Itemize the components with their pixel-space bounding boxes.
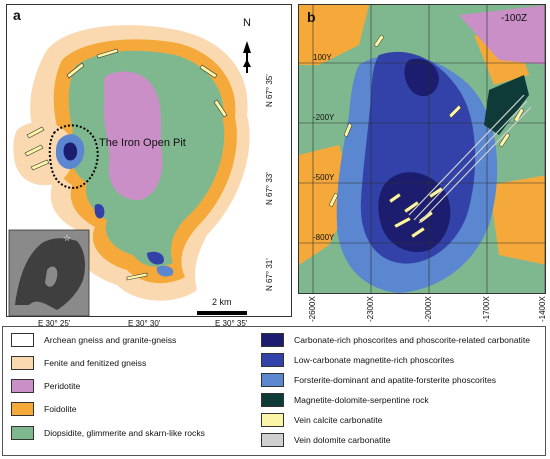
lon-label-1: E 30° 25' [38,319,71,328]
pit-label: The Iron Open Pit [99,137,186,149]
lon-label-3: E 30° 35' [215,319,248,328]
foidolite-patch-1 [299,5,369,65]
legend-swatch [11,333,34,347]
legend-label: Diopsidite, glimmerite and skarn-like ro… [44,428,205,438]
legend-label: Vein calcite carbonatite [294,415,383,425]
legend-item-vein-dolomite: Vein dolomite carbonatite [261,433,391,447]
legend-item-foidolite: Foidolite [11,402,76,416]
level-label: -100Z [501,13,528,24]
legend-label: Vein dolomite carbonatite [294,435,391,445]
scale-bar [197,311,247,315]
legend-label: Archean gneiss and granite-gneiss [44,335,177,345]
lon-label-2: E 30° 30' [128,319,161,328]
legend-item-low-carbonate-phoscorite: Low-carbonate magnetite-rich phoscorites [261,353,454,367]
legend-swatch [11,402,34,416]
legend-swatch [11,426,34,440]
legend-swatch [261,393,284,407]
legend: Archean gneiss and granite-gneiss Fenite… [2,326,546,456]
svg-text:☆: ☆ [63,233,71,243]
y-label-3: -500Y [313,173,335,182]
geologic-map-a: ☆ [8,25,251,316]
legend-swatch [11,356,34,370]
phoscorite-body-1 [94,204,105,219]
legend-item-forsterite-phoscorite: Forsterite-dominant and apatite-forsteri… [261,373,496,387]
location-inset-map: ☆ [8,229,90,316]
legend-swatch [261,333,284,347]
legend-item-diopsidite: Diopsidite, glimmerite and skarn-like ro… [11,426,205,440]
legend-swatch [11,379,34,393]
scale-label: 2 km [212,297,232,307]
legend-item-peridotite: Peridotite [11,379,80,393]
carbonate-rich-phoscorite-core [378,172,451,253]
phoscorite-body-2 [147,251,164,265]
y-label-4: -800Y [313,233,335,242]
legend-label: Forsterite-dominant and apatite-forsteri… [294,375,497,385]
foidolite-patch-3 [489,175,545,265]
x-label-5: -1400X [538,296,547,322]
pit-phoscorite-core [63,142,78,161]
legend-item-archean-gneiss: Archean gneiss and granite-gneiss [11,333,176,347]
legend-item-magnetite-dolomite: Magnetite-dolomite-serpentine rock [261,393,429,407]
north-arrow-icon [243,41,251,73]
y-label-2: -200Y [313,113,335,122]
x-label-2: -2300X [366,296,375,322]
calcite-veins-b [328,34,525,239]
panel-b-letter: b [307,9,316,25]
legend-label: Magnetite-dolomite-serpentine rock [294,395,429,405]
legend-label: Low-carbonate magnetite-rich phoscorites [294,355,455,365]
legend-item-fenite: Fenite and fenitized gneiss [11,356,146,370]
legend-item-carbonate-rich-phoscorite: Carbonate-rich phoscorites and phoscorit… [261,333,530,347]
fenite-west-lobe [13,121,74,186]
legend-swatch [261,373,284,387]
x-label-1: -2600X [308,296,317,322]
geologic-map-b [299,5,545,293]
calcite-veins [24,48,228,281]
legend-label: Peridotite [44,381,81,391]
magnetite-dolomite-body [484,75,529,135]
open-pit-outline [48,124,99,189]
carbonate-rich-phoscorite-upper [404,58,439,97]
x-label-3: -2000X [424,296,433,322]
lat-label-2: N 67° 33' [265,172,274,205]
y-label-1: 100Y [313,53,332,62]
legend-item-vein-calcite: Vein calcite carbonatite [261,413,382,427]
x-label-4: -1700X [482,296,491,322]
legend-label: Fenite and fenitized gneiss [44,358,147,368]
phoscorite-body-3 [156,265,174,277]
north-label: N [243,17,251,29]
map-panel-a: ☆ a N The Iron Open Pit 2 km N 67° 35' N… [6,4,292,317]
map-panel-b: b -100Z 100Y -200Y -500Y -800Y [298,4,546,294]
legend-swatch [261,433,284,447]
lat-label-1: N 67° 35' [265,74,274,107]
panel-a-letter: a [13,7,21,23]
legend-label: Carbonate-rich phoscorites and phoscorit… [294,335,530,345]
legend-label: Foidolite [44,404,77,414]
lat-label-3: N 67° 31' [265,258,274,291]
legend-swatch [261,353,284,367]
peridotite-area [103,71,163,200]
peridotite-patch [459,5,545,65]
dolomite-veins [408,94,532,224]
legend-swatch [261,413,284,427]
